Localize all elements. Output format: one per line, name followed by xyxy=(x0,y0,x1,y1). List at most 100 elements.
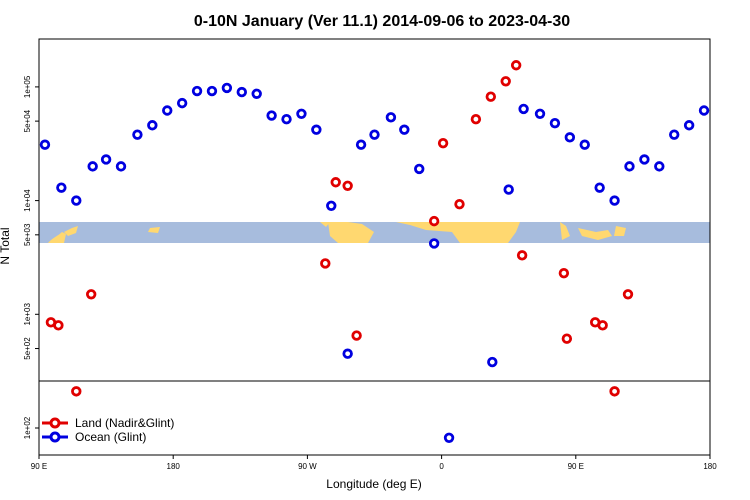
map-land-india xyxy=(560,222,570,240)
map-land-africa-east xyxy=(48,232,66,243)
data-point xyxy=(147,120,158,131)
data-point xyxy=(330,177,341,188)
data-point xyxy=(115,161,127,172)
data-point xyxy=(622,289,634,300)
data-point xyxy=(503,184,514,195)
data-point xyxy=(132,129,143,140)
map-land-newguinea xyxy=(148,227,160,233)
data-point xyxy=(71,386,82,397)
data-point xyxy=(443,432,455,443)
world-map-strip xyxy=(39,222,710,243)
legend-marker-land xyxy=(49,417,61,429)
y-tick-label: 1e+05 xyxy=(23,75,32,98)
data-point xyxy=(428,238,440,249)
series-ocean xyxy=(39,82,710,443)
data-point xyxy=(71,195,82,206)
data-point xyxy=(56,182,67,193)
data-point xyxy=(510,60,522,71)
x-tick-label: 0 xyxy=(439,462,444,471)
data-point xyxy=(176,97,188,109)
legend-label-land: Land (Nadir&Glint) xyxy=(75,416,174,430)
legend: Land (Nadir&Glint) Ocean (Glint) xyxy=(42,416,174,444)
data-point xyxy=(326,200,337,212)
data-point xyxy=(342,348,353,359)
y-axis: 1e+02 5e+02 1e+03 5e+03 1e+04 5e+04 1e+05 xyxy=(23,75,39,439)
map-land-africa xyxy=(396,222,520,243)
y-tick-label: 5e+02 xyxy=(23,337,32,360)
map-land-newguinea-2 xyxy=(614,226,626,236)
data-point xyxy=(428,215,440,227)
data-point xyxy=(597,320,608,331)
map-ocean-band xyxy=(39,222,710,243)
data-point xyxy=(683,120,695,131)
data-point xyxy=(485,91,497,102)
data-point xyxy=(281,113,292,125)
data-point xyxy=(296,108,307,119)
data-point xyxy=(206,85,218,97)
data-point xyxy=(351,330,362,341)
data-point xyxy=(236,86,247,98)
data-point xyxy=(564,132,576,143)
data-point xyxy=(454,198,465,210)
data-point xyxy=(487,356,498,368)
data-point xyxy=(162,105,173,116)
data-point xyxy=(414,163,425,175)
data-point xyxy=(369,129,380,140)
data-point xyxy=(609,386,620,397)
map-land-indonesia xyxy=(578,228,612,240)
map-land-sumatra xyxy=(64,226,78,236)
x-tick-label: 90 E xyxy=(31,462,47,471)
data-point xyxy=(311,124,322,135)
data-point xyxy=(437,137,449,149)
data-point xyxy=(654,161,665,172)
data-point xyxy=(470,113,482,125)
data-point xyxy=(53,320,64,331)
data-point xyxy=(191,85,203,97)
data-point xyxy=(385,112,397,123)
data-point xyxy=(85,289,97,300)
data-point xyxy=(320,258,331,269)
data-point xyxy=(87,161,98,172)
x-tick-label: 180 xyxy=(167,462,181,471)
data-point xyxy=(579,139,590,150)
data-point xyxy=(355,139,367,150)
map-land-centralamerica xyxy=(320,222,330,227)
data-point xyxy=(39,139,51,150)
data-point xyxy=(518,103,529,115)
data-point xyxy=(221,82,233,94)
map-land-southamerica xyxy=(328,222,374,243)
y-axis-label: N Total xyxy=(0,227,12,264)
data-point xyxy=(639,154,650,165)
x-tick-label: 180 xyxy=(703,462,717,471)
data-point xyxy=(399,124,410,135)
data-point xyxy=(609,195,620,206)
lower-plot-frame xyxy=(38,380,711,456)
data-point xyxy=(558,267,570,279)
data-point xyxy=(549,117,561,129)
data-point xyxy=(516,250,528,261)
y-tick-label: 1e+04 xyxy=(23,189,32,212)
y-tick-label: 5e+03 xyxy=(23,223,32,246)
data-point xyxy=(100,154,112,165)
y-tick-label: 1e+02 xyxy=(23,416,32,439)
data-point xyxy=(342,180,353,191)
data-point xyxy=(624,161,635,172)
data-point xyxy=(266,110,277,121)
data-point xyxy=(561,333,573,344)
data-point xyxy=(594,182,605,193)
x-axis-label: Longitude (deg E) xyxy=(326,477,421,491)
y-tick-label: 5e+04 xyxy=(23,109,32,132)
data-points xyxy=(39,60,710,443)
data-point xyxy=(698,105,710,116)
chart-title: 0-10N January (Ver 11.1) 2014-09-06 to 2… xyxy=(194,13,570,30)
data-point xyxy=(251,88,262,99)
x-axis: 90 E 180 90 W 0 90 E 180 xyxy=(31,455,717,471)
x-tick-label: 90 W xyxy=(298,462,317,471)
data-point xyxy=(500,76,511,87)
legend-label-ocean: Ocean (Glint) xyxy=(75,430,146,444)
data-point xyxy=(534,108,546,119)
x-tick-label: 90 E xyxy=(568,462,584,471)
legend-marker-ocean xyxy=(49,431,61,443)
